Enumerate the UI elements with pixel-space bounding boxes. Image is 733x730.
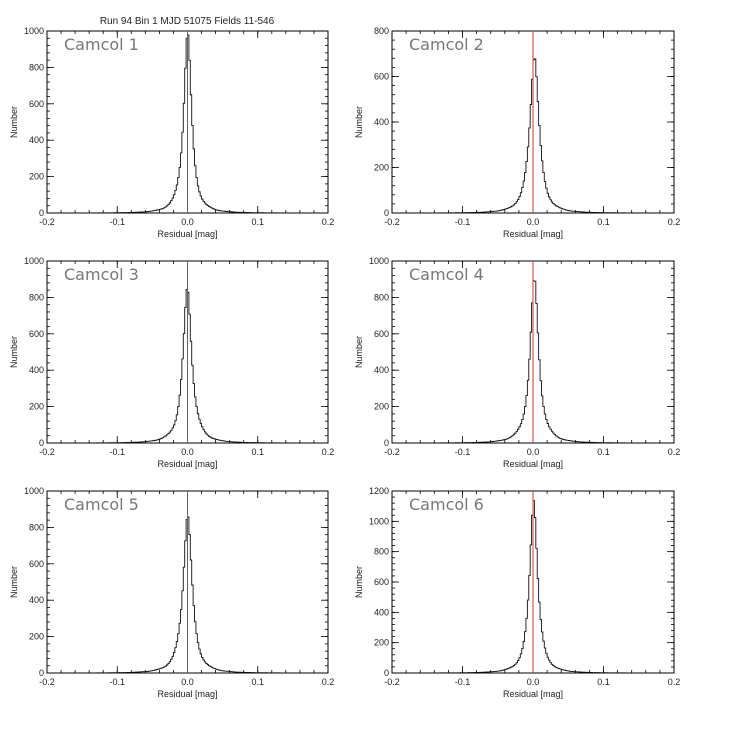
- x-tick-label: 0.2: [322, 447, 335, 457]
- y-axis-title: Number: [354, 106, 364, 138]
- x-tick-label: 0.2: [322, 217, 335, 227]
- camcol-label: Camcol 6: [409, 495, 484, 514]
- x-tick-label: -0.1: [455, 677, 471, 687]
- camcol-label: Camcol 3: [64, 265, 139, 284]
- histogram-series: [95, 289, 281, 444]
- histogram-panel-2: -0.2 -0.1 0.0 0.1 0.2 0 200 400 600 800 Residual […: [354, 26, 680, 239]
- y-tick-label: 0: [39, 208, 44, 218]
- camcol-label: Camcol 1: [64, 35, 139, 54]
- y-tick-label: 800: [29, 522, 44, 532]
- camcol-label: Camcol 4: [409, 265, 484, 284]
- x-tick-label: 0.2: [668, 677, 681, 687]
- histogram-panel-4: -0.2 -0.1 0.0 0.1 0.2 0 200 400 600 800 1000 Residu…: [354, 256, 680, 469]
- y-tick-label: 200: [374, 638, 389, 648]
- y-axis-title: Number: [9, 336, 19, 368]
- histogram-panel-1: -0.2 -0.1 0.0 0.1 0.2 0 200 400 600 800 1000 Residu…: [9, 26, 334, 239]
- y-tick-label: 1000: [24, 26, 44, 36]
- x-axis-title: Residual [mag]: [157, 229, 217, 239]
- y-tick-label: 0: [39, 438, 44, 448]
- y-tick-label: 600: [374, 329, 389, 339]
- x-tick-label: 0.1: [597, 217, 610, 227]
- x-tick-label: 0.0: [527, 217, 540, 227]
- x-tick-label: 0.1: [597, 677, 610, 687]
- y-tick-label: 800: [29, 292, 44, 302]
- y-tick-label: 1000: [369, 256, 389, 266]
- y-tick-label: 200: [29, 402, 44, 412]
- x-tick-label: 0.0: [181, 447, 194, 457]
- x-tick-label: 0.0: [181, 217, 194, 227]
- x-tick-label: 0.0: [527, 447, 540, 457]
- y-tick-label: 200: [374, 163, 389, 173]
- y-tick-label: 0: [384, 208, 389, 218]
- x-tick-label: -0.2: [384, 677, 400, 687]
- histogram-series: [440, 500, 627, 674]
- x-tick-label: -0.2: [39, 447, 55, 457]
- histogram-series: [440, 58, 627, 214]
- y-tick-label: 1000: [24, 486, 44, 496]
- x-tick-label: -0.2: [384, 217, 400, 227]
- y-tick-label: 800: [374, 292, 389, 302]
- y-tick-label: 400: [374, 117, 389, 127]
- x-axis-title: Residual [mag]: [157, 689, 217, 699]
- camcol-label: Camcol 5: [64, 495, 139, 514]
- histogram-series: [440, 280, 627, 444]
- x-tick-label: -0.1: [109, 217, 125, 227]
- y-tick-label: 600: [374, 72, 389, 82]
- x-tick-label: -0.1: [455, 447, 471, 457]
- x-tick-label: 0.2: [322, 677, 335, 687]
- y-axis-title: Number: [9, 106, 19, 138]
- y-tick-label: 400: [29, 135, 44, 145]
- camcol-label: Camcol 2: [409, 35, 484, 54]
- y-axis-title: Number: [354, 566, 364, 598]
- histogram-series: [95, 34, 281, 214]
- y-tick-label: 0: [384, 668, 389, 678]
- x-tick-label: -0.2: [39, 217, 55, 227]
- y-tick-label: 800: [29, 62, 44, 72]
- y-tick-label: 200: [29, 172, 44, 182]
- y-tick-label: 0: [384, 438, 389, 448]
- y-axis-title: Number: [354, 336, 364, 368]
- x-axis-title: Residual [mag]: [503, 689, 563, 699]
- x-tick-label: 0.0: [527, 677, 540, 687]
- histogram-panel-5: -0.2 -0.1 0.0 0.1 0.2 0 200 400 600 800 1000 Residu…: [9, 486, 334, 699]
- y-tick-label: 400: [374, 365, 389, 375]
- histogram-panel-3: -0.2 -0.1 0.0 0.1 0.2 0 200 400 600 800 1000 Residu…: [9, 256, 334, 469]
- x-axis-title: Residual [mag]: [157, 459, 217, 469]
- x-axis-title: Residual [mag]: [503, 459, 563, 469]
- y-tick-label: 600: [29, 99, 44, 109]
- y-tick-label: 600: [374, 577, 389, 587]
- y-tick-label: 400: [374, 607, 389, 617]
- x-tick-label: 0.1: [251, 677, 264, 687]
- y-axis-title: Number: [9, 566, 19, 598]
- y-tick-label: 800: [374, 26, 389, 36]
- x-tick-label: -0.2: [39, 677, 55, 687]
- y-tick-label: 400: [29, 365, 44, 375]
- x-tick-label: 0.1: [597, 447, 610, 457]
- x-tick-label: -0.1: [109, 447, 125, 457]
- x-tick-label: 0.1: [251, 447, 264, 457]
- x-tick-label: 0.2: [668, 217, 681, 227]
- y-tick-label: 200: [29, 632, 44, 642]
- x-axis-title: Residual [mag]: [503, 229, 563, 239]
- y-tick-label: 800: [374, 547, 389, 557]
- panels: -0.2 -0.1 0.0 0.1 0.2 0 200 400 600 800 1000 Residu…: [9, 26, 680, 699]
- x-tick-label: -0.2: [384, 447, 400, 457]
- y-tick-label: 1200: [369, 486, 389, 496]
- y-tick-label: 400: [29, 595, 44, 605]
- histogram-series: [95, 516, 281, 674]
- x-tick-label: 0.1: [251, 217, 264, 227]
- x-tick-label: 0.2: [668, 447, 681, 457]
- y-tick-label: 600: [29, 559, 44, 569]
- y-tick-label: 1000: [24, 256, 44, 266]
- y-tick-label: 600: [29, 329, 44, 339]
- x-tick-label: 0.0: [181, 677, 194, 687]
- y-tick-label: 0: [39, 668, 44, 678]
- figure-title: Run 94 Bin 1 MJD 51075 Fields 11-546: [100, 16, 275, 27]
- y-tick-label: 1000: [369, 516, 389, 526]
- histogram-panel-6: -0.2 -0.1 0.0 0.1 0.2 0 200 400 600 800 1000 1200 Re…: [354, 486, 680, 699]
- x-tick-label: -0.1: [109, 677, 125, 687]
- y-tick-label: 200: [374, 402, 389, 412]
- x-tick-label: -0.1: [455, 217, 471, 227]
